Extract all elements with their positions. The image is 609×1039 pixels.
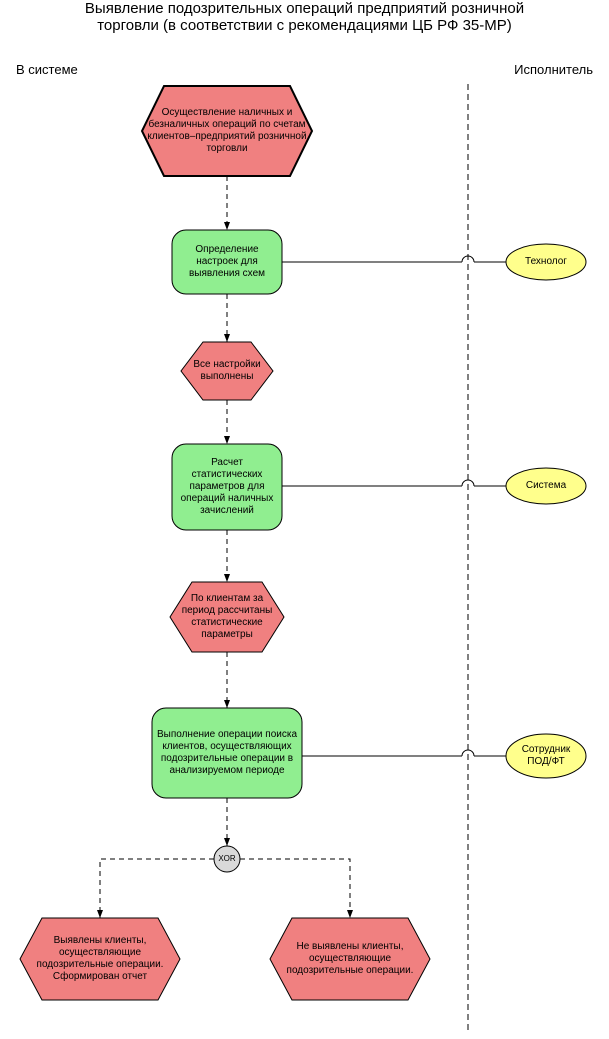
node-n2: Определение настроек для выявления схем	[172, 230, 282, 294]
node-n8: Не выявлены клиенты, осуществляющие подо…	[270, 918, 430, 1000]
node-n4: Расчет статистических параметров для опе…	[172, 444, 282, 530]
node-n5: По клиентам за период рассчитаны статист…	[170, 582, 284, 652]
node-xor: XOR	[214, 846, 240, 872]
node-a1: Технолог	[506, 244, 586, 280]
node-n3: Все настройки выполнены	[181, 342, 273, 400]
diagram-canvas: Выявление подозрительных операций предпр…	[0, 0, 609, 1039]
node-a3: Сотрудник ПОД/ФТ	[506, 734, 586, 778]
node-a2: Система	[506, 468, 586, 504]
node-n7: Выявлены клиенты, осуществляющие подозри…	[20, 918, 180, 1000]
node-n6: Выполнение операции поиска клиентов, осу…	[152, 708, 302, 798]
node-n1: Осуществление наличных и безналичных опе…	[142, 86, 312, 176]
